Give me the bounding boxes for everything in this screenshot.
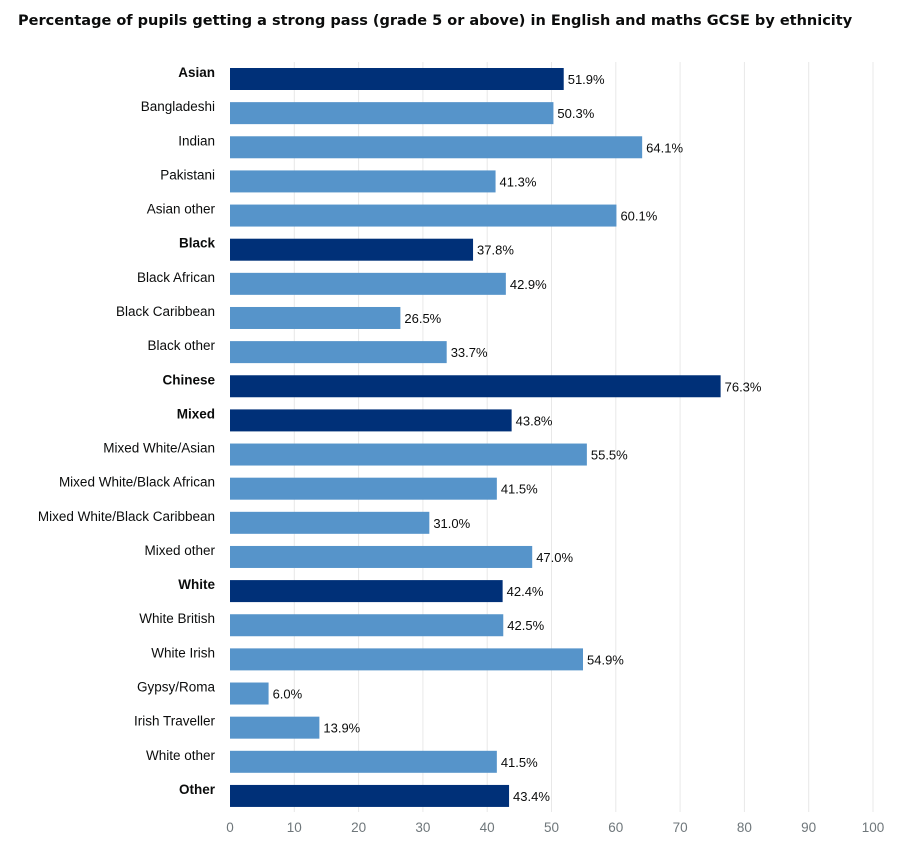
category-label: Mixed <box>177 406 215 421</box>
x-tick-label: 80 <box>737 820 752 835</box>
subgroup-bar <box>230 306 401 329</box>
category-label: Pakistani <box>160 167 215 182</box>
x-tick-label: 40 <box>480 820 495 835</box>
category-label: White Irish <box>151 645 215 660</box>
subgroup-bar <box>230 204 617 227</box>
x-tick-label: 20 <box>351 820 366 835</box>
x-tick-label: 0 <box>226 820 234 835</box>
category-label: Asian <box>178 65 215 80</box>
value-label: 37.8% <box>477 243 514 258</box>
category-label: Indian <box>178 133 215 148</box>
x-tick-label: 30 <box>415 820 430 835</box>
value-label: 43.8% <box>516 413 553 428</box>
value-label: 51.9% <box>568 72 605 87</box>
subgroup-bar <box>230 511 430 534</box>
value-label: 47.0% <box>536 550 573 565</box>
value-label: 26.5% <box>404 311 441 326</box>
x-tick-label: 70 <box>673 820 688 835</box>
value-label: 41.5% <box>501 482 538 497</box>
subgroup-bar <box>230 272 506 295</box>
category-label: Gypsy/Roma <box>137 680 216 695</box>
category-label: Mixed White/Asian <box>103 441 215 456</box>
category-label: Mixed White/Black Caribbean <box>38 509 215 524</box>
category-label: White other <box>146 748 216 763</box>
category-label: Bangladeshi <box>141 99 215 114</box>
category-label: White <box>178 577 215 592</box>
category-label: Chinese <box>162 372 215 387</box>
value-label: 42.9% <box>510 277 547 292</box>
chart-title: Percentage of pupils getting a strong pa… <box>18 13 853 29</box>
category-label: Irish Traveller <box>134 714 216 729</box>
subgroup-bar <box>230 443 587 466</box>
category-label: Black Caribbean <box>116 304 215 319</box>
value-label: 64.1% <box>646 140 683 155</box>
subgroup-bar <box>230 102 554 125</box>
category-label: Black African <box>137 270 215 285</box>
group-bar <box>230 784 510 807</box>
value-label: 31.0% <box>433 516 470 531</box>
subgroup-bar <box>230 648 584 671</box>
category-label: Asian other <box>147 202 216 217</box>
subgroup-bar <box>230 136 643 159</box>
x-tick-label: 10 <box>287 820 302 835</box>
subgroup-bar <box>230 682 269 705</box>
x-tick-label: 100 <box>862 820 885 835</box>
category-label: White British <box>139 611 215 626</box>
subgroup-bar <box>230 614 504 637</box>
subgroup-bar <box>230 545 533 568</box>
subgroup-bar <box>230 341 447 364</box>
value-label: 33.7% <box>451 345 488 360</box>
value-label: 50.3% <box>557 106 594 121</box>
subgroup-bar <box>230 477 497 500</box>
category-label: Black <box>179 236 216 251</box>
value-label: 43.4% <box>513 789 550 804</box>
subgroup-bar <box>230 716 320 739</box>
group-bar <box>230 375 721 398</box>
category-label: Black other <box>147 338 215 353</box>
category-label: Mixed White/Black African <box>59 475 215 490</box>
value-label: 6.0% <box>273 687 303 702</box>
subgroup-bar <box>230 170 496 193</box>
value-label: 76.3% <box>725 379 762 394</box>
group-bar <box>230 409 512 432</box>
group-bar <box>230 580 503 603</box>
value-label: 54.9% <box>587 652 624 667</box>
value-label: 42.4% <box>507 584 544 599</box>
value-label: 42.5% <box>507 618 544 633</box>
category-label: Other <box>179 782 216 797</box>
value-label: 41.3% <box>500 174 537 189</box>
x-tick-label: 90 <box>801 820 816 835</box>
value-label: 13.9% <box>323 721 360 736</box>
subgroup-bar <box>230 750 497 773</box>
value-label: 60.1% <box>620 209 657 224</box>
x-tick-label: 50 <box>544 820 559 835</box>
value-label: 41.5% <box>501 755 538 770</box>
group-bar <box>230 68 564 90</box>
group-bar <box>230 238 474 261</box>
category-label: Mixed other <box>144 543 215 558</box>
x-tick-label: 60 <box>608 820 623 835</box>
value-label: 55.5% <box>591 448 628 463</box>
